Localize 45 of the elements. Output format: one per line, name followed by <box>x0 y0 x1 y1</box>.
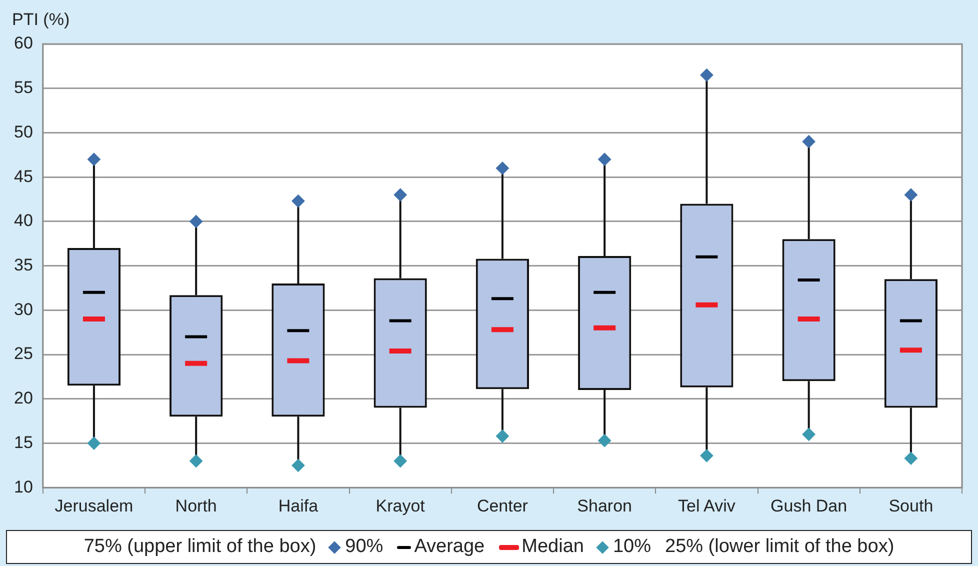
point <box>700 449 714 462</box>
point <box>598 152 612 166</box>
x-tick-label: South <box>888 496 934 516</box>
text: Median <box>522 536 584 558</box>
point <box>292 458 305 472</box>
y-tick-label: 25 <box>14 344 33 364</box>
point <box>496 162 509 175</box>
text: 90% <box>345 536 384 558</box>
point <box>292 194 305 208</box>
point <box>190 454 203 468</box>
point <box>87 152 100 166</box>
y-axis-title: PTI (%) <box>12 10 70 30</box>
x-tick-label: Jerusalem <box>54 496 134 516</box>
y-tick-label: 15 <box>14 432 33 452</box>
point <box>598 434 612 448</box>
point <box>904 188 918 202</box>
point <box>802 135 816 148</box>
y-tick-label: 45 <box>14 166 33 186</box>
text: 25% (lower limit of the box) <box>665 536 894 558</box>
text: 75% (upper limit of the box) <box>84 536 316 558</box>
point <box>802 428 816 441</box>
x-tick-label: Haifa <box>278 496 319 516</box>
x-tick-label: Krayot <box>376 496 426 516</box>
y-tick-label: 30 <box>14 300 33 319</box>
point <box>87 436 100 450</box>
y-tick-label: 60 <box>14 34 33 53</box>
x-tick-label: North <box>175 496 217 516</box>
point <box>190 214 203 228</box>
point <box>394 188 407 202</box>
x-tick-label: Center <box>476 496 528 516</box>
y-tick-label: 55 <box>14 78 33 98</box>
point <box>700 68 714 82</box>
x-tick-label: Sharon <box>577 496 632 516</box>
y-tick-label: 20 <box>14 388 33 408</box>
x-tick-label: Tel Aviv <box>678 496 736 516</box>
point <box>904 452 918 465</box>
text: 10% <box>612 536 651 558</box>
point <box>496 430 509 443</box>
y-tick-label: 40 <box>14 211 33 230</box>
x-tick-label: Gush Dan <box>770 496 848 516</box>
y-tick-label: 10 <box>14 477 33 496</box>
text: Average <box>414 536 485 558</box>
y-tick-label: 50 <box>14 122 33 142</box>
point <box>394 454 407 468</box>
y-tick-label: 35 <box>14 255 33 274</box>
